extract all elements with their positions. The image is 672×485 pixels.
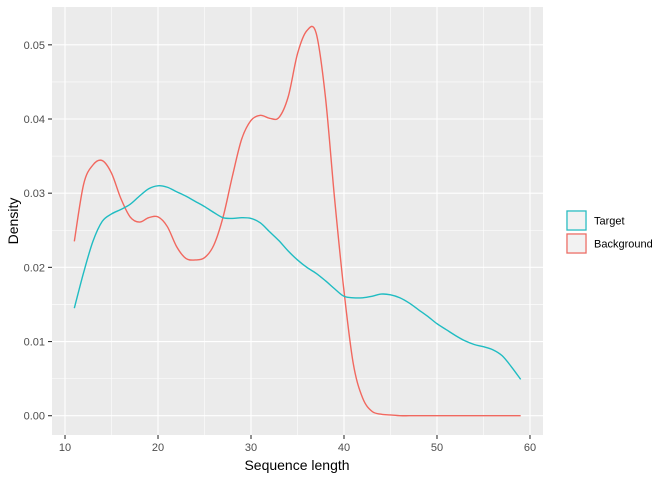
x-tick-label: 30 <box>245 442 257 454</box>
legend-label-target: Target <box>594 216 625 228</box>
series-line-target <box>73 185 522 380</box>
major-gridlines <box>52 7 543 435</box>
legend: Target Background <box>566 210 653 254</box>
y-tick-label: 0.04 <box>24 114 45 126</box>
legend-key-bg <box>566 233 587 254</box>
legend-key-target <box>566 210 587 231</box>
series-lines <box>73 25 522 417</box>
legend-key-bg <box>566 210 587 231</box>
legend-label-background: Background <box>594 239 653 251</box>
x-tick-label: 20 <box>152 442 164 454</box>
x-tick-label: 40 <box>338 442 350 454</box>
x-axis: 10 20 30 40 50 60 <box>59 435 536 454</box>
y-tick-label: 0.00 <box>24 411 45 423</box>
series-line-background <box>73 25 521 417</box>
y-tick-label: 0.05 <box>24 40 45 52</box>
x-axis-label: Sequence length <box>244 457 349 473</box>
x-tick-label: 50 <box>431 442 443 454</box>
y-tick-label: 0.03 <box>24 188 45 200</box>
y-axis-label: Density <box>5 198 21 245</box>
legend-key-background <box>566 233 587 254</box>
y-tick-label: 0.02 <box>24 262 45 274</box>
y-tick-label: 0.01 <box>24 337 45 349</box>
x-tick-label: 60 <box>524 442 536 454</box>
y-axis: 0.00 0.01 0.02 0.03 0.04 0.05 <box>24 40 52 423</box>
minor-gridlines <box>52 7 543 435</box>
x-tick-label: 10 <box>59 442 71 454</box>
